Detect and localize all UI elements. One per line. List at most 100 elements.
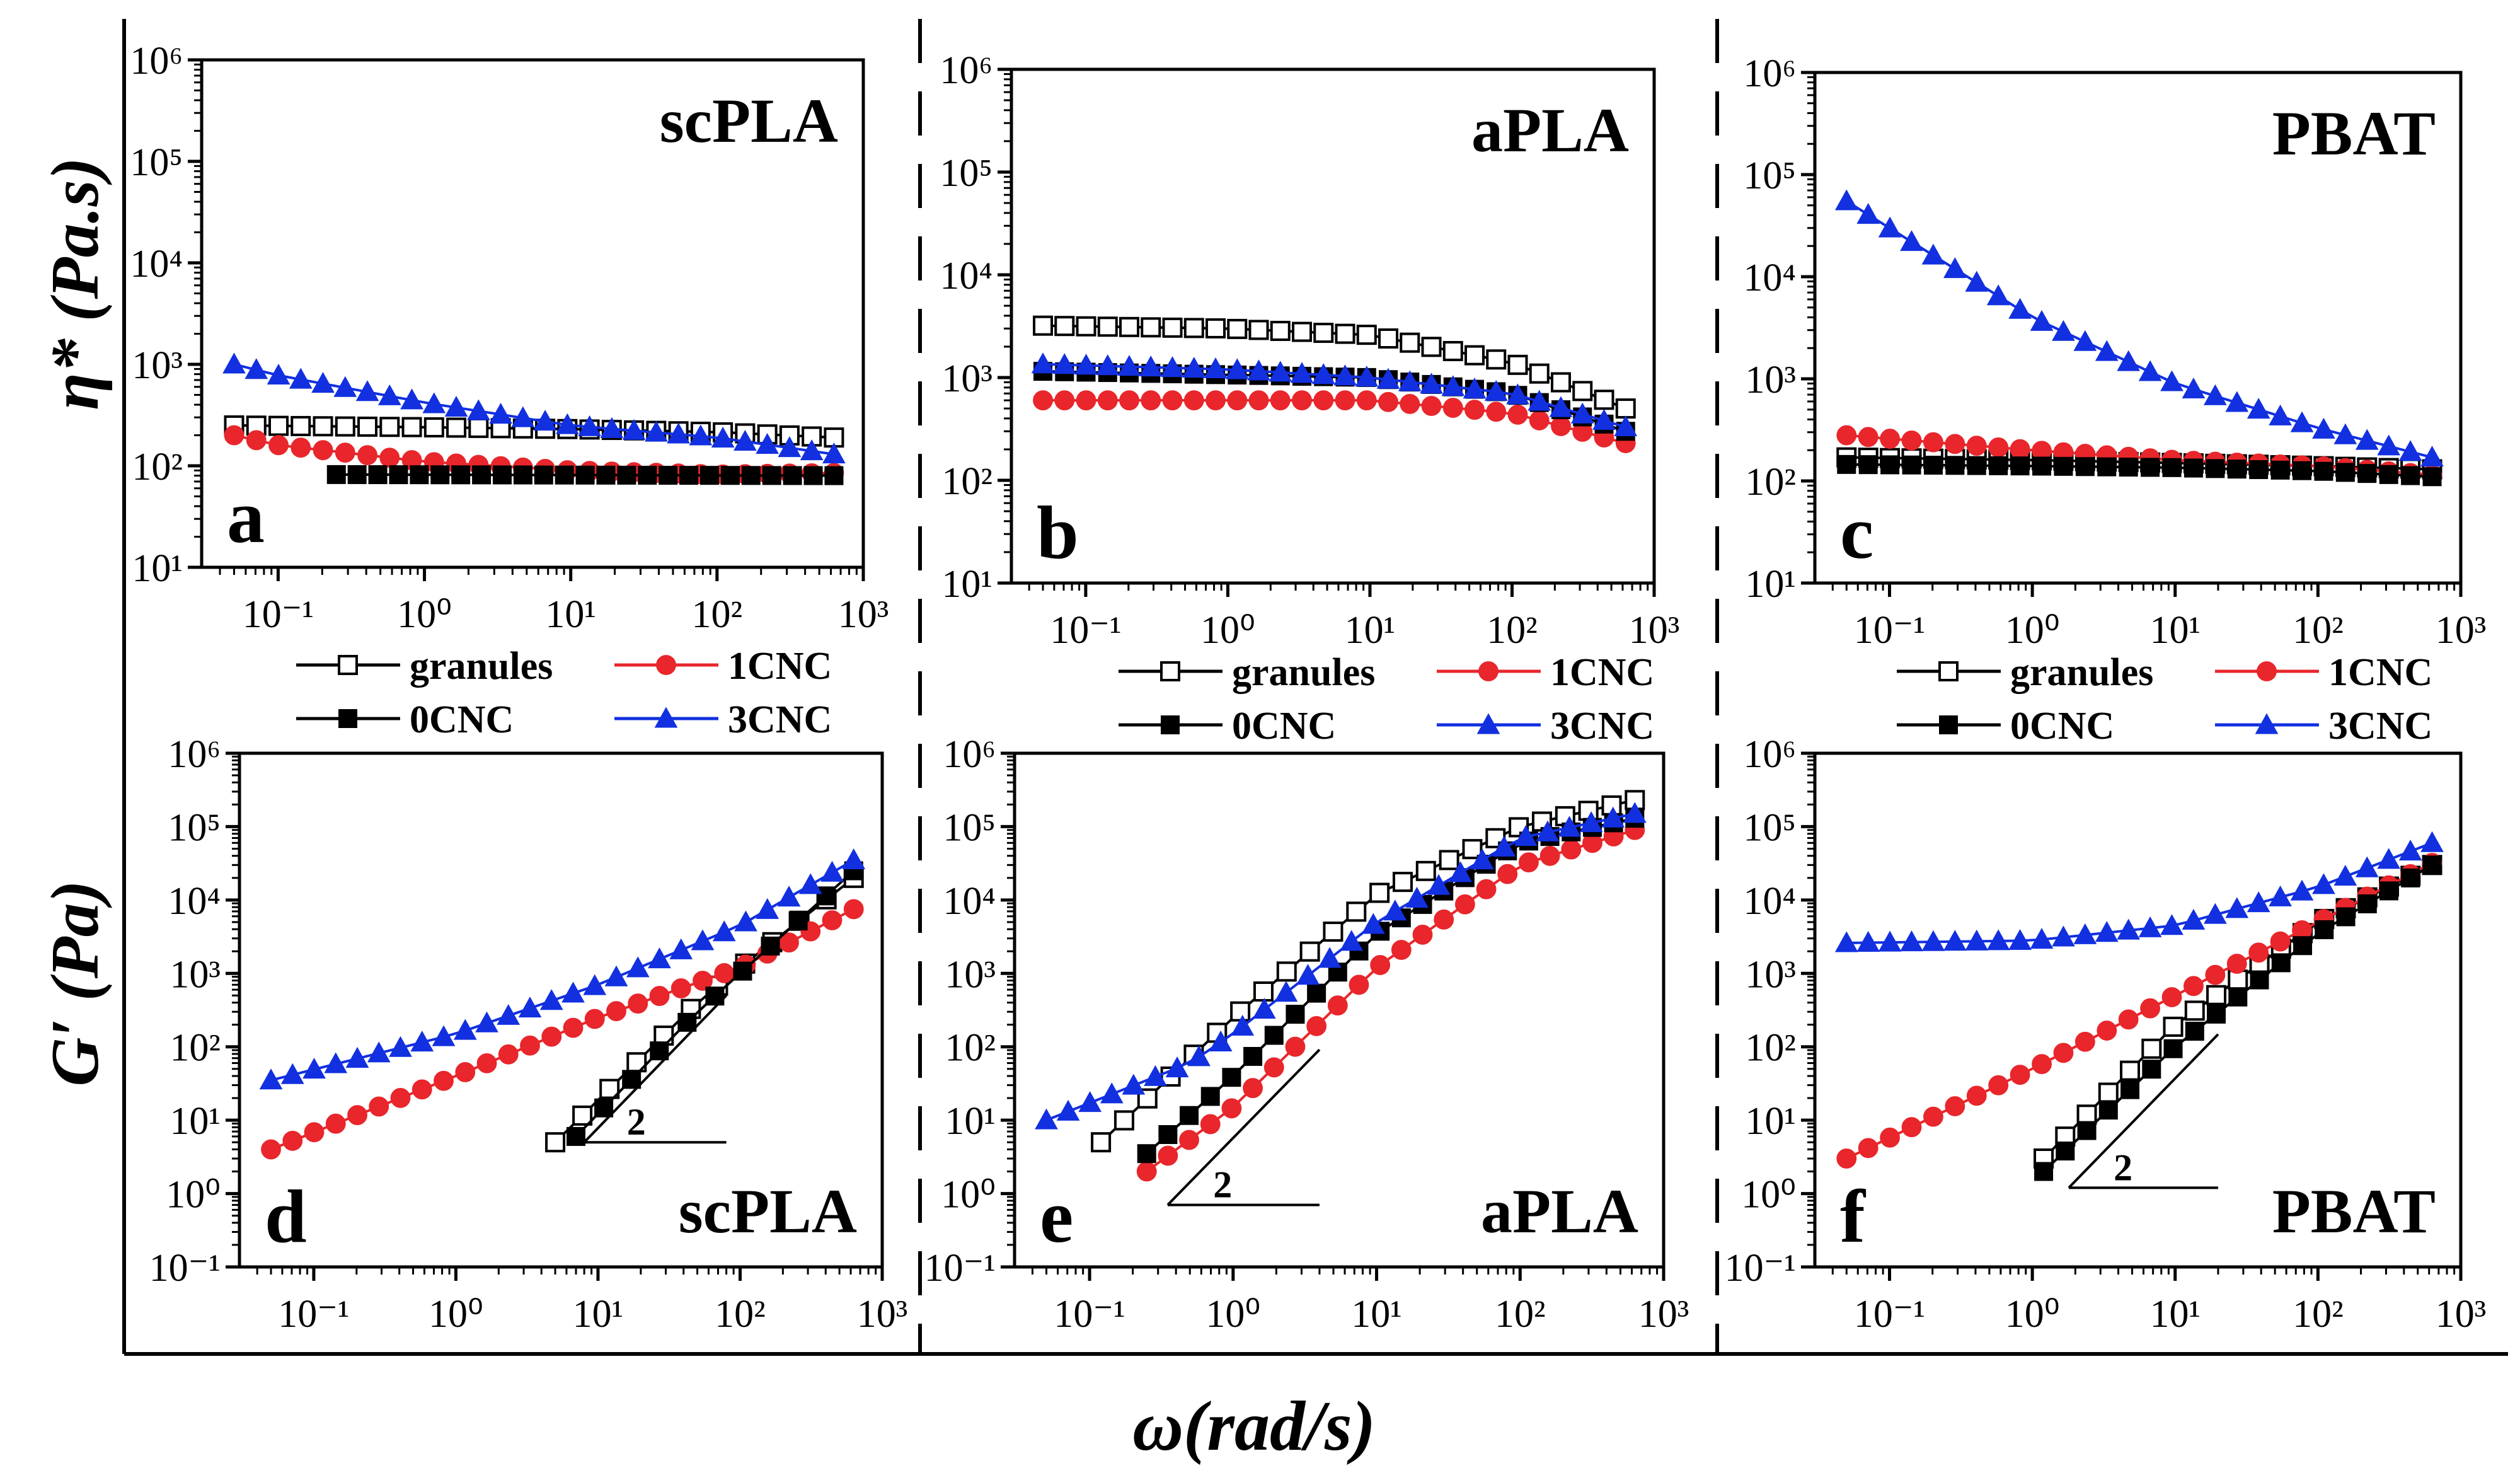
data-point: [367, 1041, 391, 1063]
legend-label: 1CNC: [2328, 651, 2432, 694]
data-point: [705, 986, 725, 1006]
data-point: [1335, 390, 1355, 411]
data-point: [355, 380, 379, 402]
data-point: [2073, 923, 2097, 944]
data-point: [667, 422, 690, 444]
data-point: [1572, 381, 1593, 402]
data-point: [734, 429, 757, 451]
series-line: [270, 859, 854, 1082]
data-point: [1507, 354, 1528, 375]
data-point: [1253, 998, 1276, 1019]
data-point: [489, 403, 512, 424]
data-point: [455, 1062, 476, 1082]
data-point: [2183, 976, 2204, 997]
legend-label: 0CNC: [410, 698, 514, 741]
panel-title: aPLA: [1471, 95, 1629, 165]
data-point: [700, 466, 720, 485]
data-point: [311, 372, 335, 393]
data-point: [1270, 320, 1291, 341]
data-point: [1921, 243, 1945, 265]
data-point: [410, 465, 429, 485]
series-3CNC: [1035, 802, 1647, 1130]
data-point: [1100, 1082, 1124, 1104]
data-point: [2314, 461, 2333, 481]
data-point: [1205, 318, 1226, 338]
data-point: [1139, 356, 1163, 377]
data-point: [659, 466, 678, 485]
data-point: [1076, 316, 1096, 337]
data-point: [1269, 361, 1292, 382]
y-tick-label: 10¹: [132, 547, 183, 590]
data-point: [2032, 1054, 2052, 1075]
data-point: [1923, 432, 1943, 453]
data-point: [1900, 230, 1923, 251]
y-tick-label: 10⁶: [1743, 52, 1796, 95]
x-tick-label: 10⁰: [1200, 609, 1255, 652]
data-point: [1856, 931, 1880, 952]
series-line: [1846, 434, 2432, 477]
data-point: [1318, 947, 1342, 968]
data-point: [347, 1105, 367, 1126]
data-point: [2098, 1082, 2119, 1103]
data-point: [1514, 825, 1538, 847]
data-point: [1056, 1099, 1080, 1121]
data-point: [2162, 458, 2182, 477]
series-1CNC: [1836, 853, 2442, 1169]
data-point: [594, 1098, 614, 1118]
data-point: [1179, 1130, 1199, 1150]
series-0CNC: [1137, 809, 1645, 1164]
data-point: [822, 910, 843, 930]
data-point: [1945, 434, 1965, 454]
y-tick-label: 10²: [1745, 1027, 1796, 1070]
data-point: [1427, 874, 1451, 895]
data-point: [313, 416, 333, 437]
data-point: [1441, 375, 1465, 396]
legend-marker: [2255, 713, 2279, 734]
data-point: [1454, 894, 1475, 915]
data-point: [1492, 835, 1516, 857]
data-point: [1549, 396, 1573, 417]
series-line: [1146, 817, 1635, 1155]
data-point: [1421, 337, 1442, 357]
data-point: [368, 465, 388, 485]
data-point: [1333, 364, 1357, 386]
data-point: [1225, 358, 1249, 379]
data-point: [650, 1041, 669, 1061]
data-point: [304, 1122, 325, 1143]
x-tick-label: 10¹: [2149, 609, 2201, 652]
data-point: [1340, 930, 1364, 951]
y-tick-label: 10⁴: [168, 880, 221, 923]
data-point: [1986, 929, 2010, 951]
data-point: [2074, 1031, 2095, 1052]
series-line: [1043, 324, 1626, 410]
data-point: [259, 1068, 283, 1090]
data-point: [1623, 802, 1647, 823]
y-tick-label: 10⁶: [940, 49, 992, 92]
data-point: [1528, 390, 1551, 411]
x-tick-label: 10³: [857, 1293, 908, 1336]
data-point: [842, 848, 866, 870]
data-point: [1222, 1068, 1241, 1087]
data-point: [1470, 848, 1494, 870]
data-point: [1141, 317, 1161, 338]
data-point: [1078, 1091, 1102, 1113]
panel-letter: b: [1037, 490, 1079, 574]
series-granules: [1033, 315, 1636, 419]
legend-entry-3CNC: 3CNC: [1437, 705, 1654, 748]
data-point: [2182, 908, 2206, 930]
data-point: [1986, 284, 2010, 306]
data-point: [1200, 1114, 1221, 1135]
y-tick-label: 10⁶: [1743, 733, 1796, 776]
data-point: [1313, 323, 1334, 344]
series-3CNC: [1834, 831, 2444, 952]
data-point: [446, 417, 467, 438]
x-tick-label: 10²: [1495, 1293, 1546, 1336]
data-point: [246, 430, 267, 451]
data-point: [638, 465, 657, 485]
data-point: [1137, 1144, 1156, 1164]
y-tick-label: 10¹: [941, 563, 992, 606]
data-point: [1205, 390, 1226, 411]
data-point: [1391, 940, 1412, 960]
data-point: [1369, 882, 1390, 903]
data-point: [518, 997, 542, 1018]
